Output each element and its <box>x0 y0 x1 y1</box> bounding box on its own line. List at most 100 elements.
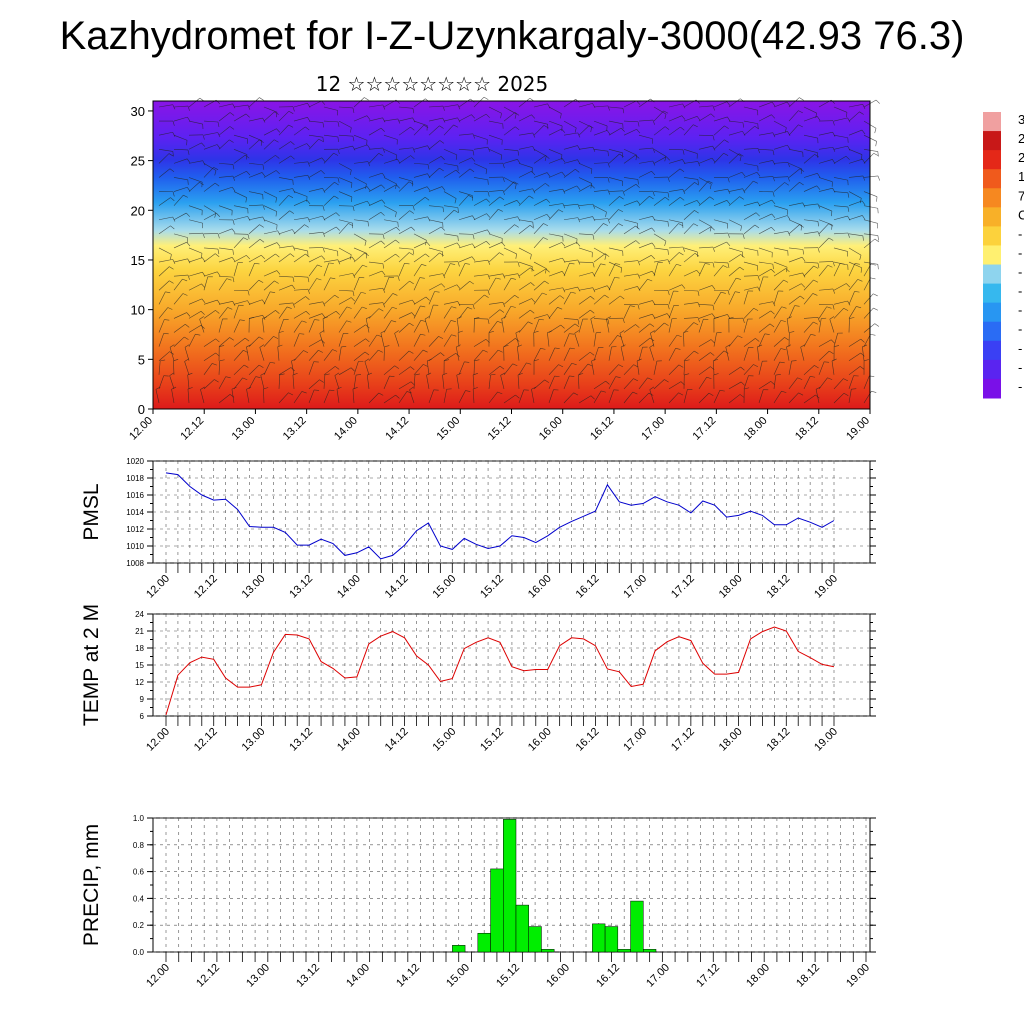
wind-barb <box>323 349 333 361</box>
wind-barb <box>713 188 728 192</box>
wind-barb <box>473 146 488 150</box>
colorbar-swatch <box>983 245 1001 266</box>
wind-barb-flag <box>532 188 536 194</box>
wind-barb <box>443 301 458 305</box>
wind-barb-flag <box>802 249 805 255</box>
wind-barb-flag <box>573 392 579 396</box>
y-tick-label: 5 <box>138 352 145 367</box>
wind-barb <box>788 377 798 390</box>
wind-barb-flag <box>604 254 607 260</box>
wind-barb-flag <box>497 320 503 324</box>
wind-barb-flag <box>322 247 325 253</box>
wind-barb-flag <box>771 101 776 107</box>
wind-barb <box>683 350 695 361</box>
wind-barb <box>713 390 721 404</box>
wind-barb-flag <box>303 350 309 354</box>
wind-barb <box>518 282 531 291</box>
x-tick-label: 15.12 <box>486 415 514 443</box>
wind-barb-flag <box>817 262 820 269</box>
wind-barb-flag <box>365 183 367 189</box>
wind-barb <box>638 227 652 235</box>
wind-barb <box>818 146 833 150</box>
wind-barb <box>593 218 608 221</box>
wind-barb <box>398 106 413 109</box>
wind-barb-flag <box>726 241 731 247</box>
wind-barb <box>173 241 187 249</box>
wind-barb-flag <box>554 347 560 350</box>
wind-barb <box>263 170 277 178</box>
wind-barb <box>323 134 338 138</box>
wind-barb <box>158 216 173 221</box>
x-tick-label: 16.00 <box>526 573 554 601</box>
wind-barb <box>473 259 488 263</box>
wind-barb <box>233 377 243 390</box>
wind-barb-flag <box>784 182 789 186</box>
wind-barb-flag <box>667 192 670 198</box>
wind-barb-flag <box>367 161 371 167</box>
precip-panel: 0.00.20.40.60.81.012.00 12.12 13.00 13.12 14… <box>80 814 876 990</box>
wind-barb <box>743 375 749 390</box>
x-tick-label: 13.00 <box>244 962 272 990</box>
wind-barb <box>398 366 411 376</box>
wind-barb-flag <box>607 105 610 111</box>
wind-barb <box>203 247 218 250</box>
wind-barb <box>803 173 818 178</box>
wind-barb <box>503 273 518 277</box>
wind-barb-flag <box>167 307 173 310</box>
wind-barb <box>848 366 861 376</box>
wind-barb <box>773 205 788 211</box>
wind-barb <box>518 146 533 150</box>
wind-barb-flag <box>517 150 520 156</box>
wind-barb <box>668 219 683 224</box>
wind-barb-flag <box>607 162 610 168</box>
y-tick-label: 9 <box>140 695 145 704</box>
wind-barb-flag <box>382 302 386 308</box>
wind-barb <box>638 255 652 263</box>
wind-barb <box>773 391 782 404</box>
wind-barb-flag <box>395 154 398 160</box>
wind-barb <box>338 145 353 150</box>
wind-barb <box>203 379 215 390</box>
wind-barb <box>188 271 203 277</box>
wind-barb <box>848 149 863 155</box>
wind-barb <box>158 104 173 108</box>
wind-barb <box>743 147 758 150</box>
wind-barb <box>203 338 216 347</box>
wind-barb-flag <box>786 101 791 107</box>
wind-barb <box>548 106 562 114</box>
wind-barb-flag <box>785 268 790 273</box>
wind-barb-flag <box>799 182 804 186</box>
wind-barb <box>323 294 335 305</box>
wind-barb-flag <box>753 308 759 311</box>
wind-barb-flag <box>742 318 745 324</box>
wind-barb-flag <box>561 171 566 177</box>
wind-barb <box>698 145 713 150</box>
wind-barb-flag <box>487 191 490 197</box>
wind-barb <box>863 277 871 291</box>
wind-barb-flag <box>832 132 836 137</box>
wind-barb-flag <box>874 323 880 327</box>
wind-barb-flag <box>394 330 399 334</box>
wind-barb-flag <box>735 277 741 280</box>
wind-barb-flag <box>457 104 461 110</box>
wind-barb <box>668 284 682 291</box>
wind-barb <box>818 265 829 277</box>
wind-barb <box>203 276 209 291</box>
wind-barb <box>698 219 712 227</box>
wind-barb-flag <box>439 140 445 144</box>
wind-barb-flag <box>824 361 830 363</box>
wind-barb-flag <box>332 349 338 352</box>
wind-barb-flag <box>859 111 864 115</box>
wind-barb <box>155 389 160 404</box>
wind-barb-flag <box>724 139 729 143</box>
x-tick-label: 13.00 <box>240 726 268 754</box>
wind-barb-flag <box>473 387 478 390</box>
wind-barb <box>728 219 742 227</box>
wind-barb <box>563 392 574 404</box>
wind-barb <box>728 120 743 123</box>
colorbar-swatch <box>983 321 1001 342</box>
wind-barb <box>248 139 260 150</box>
wind-barb <box>815 389 820 404</box>
wind-barb <box>263 205 277 212</box>
wind-barb-flag <box>861 154 863 160</box>
